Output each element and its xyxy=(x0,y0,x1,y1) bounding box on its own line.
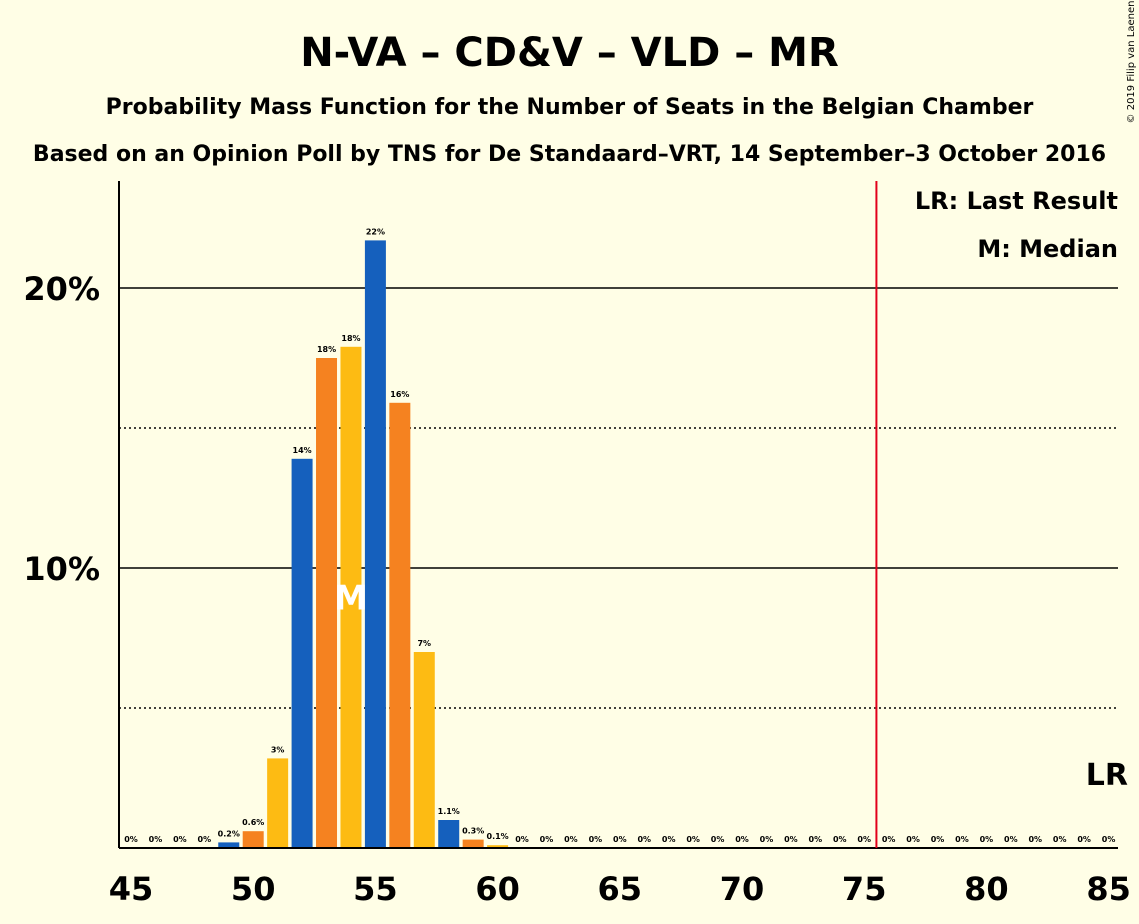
bar-label-58: 1.1% xyxy=(438,807,460,816)
y-tick-20: 20% xyxy=(23,270,100,308)
bar-label-83: 0% xyxy=(1053,835,1067,844)
bar-label-60: 0.1% xyxy=(487,832,509,841)
x-tick-75: 75 xyxy=(842,870,887,908)
bar-label-73: 0% xyxy=(809,835,823,844)
bar-53 xyxy=(316,358,338,848)
bar-label-65: 0% xyxy=(613,835,627,844)
x-tick-80: 80 xyxy=(964,870,1009,908)
bar-54 xyxy=(340,346,362,848)
bar-57 xyxy=(413,652,435,848)
legend-median: M: Median xyxy=(977,235,1118,263)
bar-label-85: 0% xyxy=(1102,835,1116,844)
y-tick-labels: 10% 20% xyxy=(23,270,100,588)
bar-label-59: 0.3% xyxy=(462,827,484,836)
chart-title: N-VA – CD&V – VLD – MR xyxy=(300,30,839,76)
x-tick-55: 55 xyxy=(353,870,398,908)
bar-label-74: 0% xyxy=(833,835,847,844)
bar-label-56: 16% xyxy=(390,390,409,399)
bar-label-64: 0% xyxy=(589,835,603,844)
chart-subtitle: Probability Mass Function for the Number… xyxy=(106,95,1034,120)
bar-label-84: 0% xyxy=(1077,835,1091,844)
bar-label-46: 0% xyxy=(149,835,163,844)
bar-59 xyxy=(462,839,484,848)
bar-label-52: 14% xyxy=(293,446,312,455)
x-tick-labels: 45 50 55 60 65 70 75 80 85 xyxy=(109,870,1131,908)
bar-label-77: 0% xyxy=(906,835,920,844)
bar-label-53: 18% xyxy=(317,345,336,354)
bar-50 xyxy=(242,831,264,848)
y-tick-10: 10% xyxy=(23,550,100,588)
x-tick-45: 45 xyxy=(109,870,154,908)
bar-label-50: 0.6% xyxy=(242,818,264,827)
bar-label-63: 0% xyxy=(564,835,578,844)
bar-55 xyxy=(364,240,386,848)
chart-source: Based on an Opinion Poll by TNS for De S… xyxy=(33,142,1106,167)
bar-58 xyxy=(438,820,460,848)
legend-last-result: LR: Last Result xyxy=(915,187,1118,215)
bar-label-79: 0% xyxy=(955,835,969,844)
bar-label-62: 0% xyxy=(540,835,554,844)
bar-label-81: 0% xyxy=(1004,835,1018,844)
median-marker: M xyxy=(334,578,368,618)
bar-label-57: 7% xyxy=(417,639,431,648)
bar-51 xyxy=(267,758,289,848)
bar-label-48: 0% xyxy=(198,835,212,844)
bar-label-71: 0% xyxy=(760,835,774,844)
bar-label-66: 0% xyxy=(637,835,651,844)
bar-label-47: 0% xyxy=(173,835,187,844)
bar-label-75: 0% xyxy=(857,835,871,844)
bar-label-70: 0% xyxy=(735,835,749,844)
bar-56 xyxy=(389,402,411,848)
x-tick-60: 60 xyxy=(475,870,520,908)
bar-label-69: 0% xyxy=(711,835,725,844)
bar-label-80: 0% xyxy=(980,835,994,844)
copyright-text: © 2019 Filip van Laenen xyxy=(1126,1,1137,124)
x-tick-85: 85 xyxy=(1086,870,1131,908)
bar-label-68: 0% xyxy=(686,835,700,844)
bar-52 xyxy=(291,458,313,848)
x-tick-65: 65 xyxy=(598,870,643,908)
bar-49 xyxy=(218,842,240,848)
bar-label-45: 0% xyxy=(124,835,138,844)
bars xyxy=(218,240,509,848)
bar-label-78: 0% xyxy=(931,835,945,844)
bar-60 xyxy=(487,845,509,848)
bar-label-55: 22% xyxy=(366,227,385,236)
bar-label-61: 0% xyxy=(515,835,529,844)
grid-lines xyxy=(119,287,1118,709)
last-result-label: LR xyxy=(1086,758,1128,793)
bar-label-51: 3% xyxy=(271,745,285,754)
bar-label-76: 0% xyxy=(882,835,896,844)
bar-value-labels: 0% 0% 0% 0% 0.2%0.6% 3% 14% 18% 18% 22% 16% 7% 1.1% 0… xyxy=(124,227,1115,844)
bar-label-72: 0% xyxy=(784,835,798,844)
x-tick-70: 70 xyxy=(720,870,765,908)
bar-label-82: 0% xyxy=(1028,835,1042,844)
bar-label-49: 0.2% xyxy=(218,829,240,838)
bar-label-54: 18% xyxy=(341,334,360,343)
x-tick-50: 50 xyxy=(231,870,276,908)
bar-label-67: 0% xyxy=(662,835,676,844)
